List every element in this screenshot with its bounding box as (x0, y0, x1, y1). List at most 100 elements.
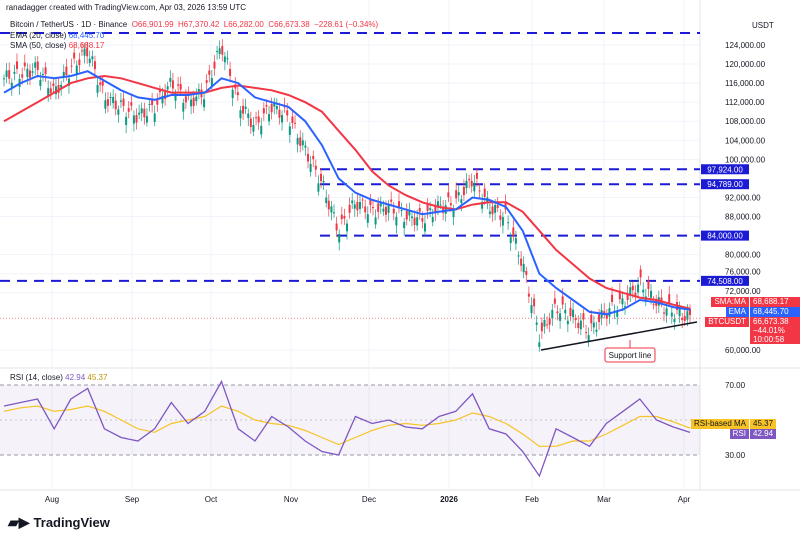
y-tick-label: 80,000.00 (725, 251, 761, 260)
candle-body (60, 84, 63, 88)
symbol-title[interactable]: Bitcoin / TetherUS · 1D · Binance (10, 20, 128, 29)
candle-body (356, 201, 359, 211)
candle-body (140, 108, 143, 114)
candle-body (44, 67, 47, 75)
candle-body (252, 124, 255, 132)
candle-body (444, 205, 447, 214)
level-tag (701, 164, 749, 175)
y-tick-label: 120,000.00 (725, 60, 766, 69)
candle-body (288, 126, 291, 135)
candle-body (496, 205, 499, 208)
candle-body (327, 200, 330, 210)
rsi-line (3, 379, 691, 478)
candle-body (611, 294, 614, 303)
candle-body (78, 59, 81, 66)
candle-body (525, 270, 528, 275)
candle-body (3, 78, 5, 80)
rsi-legend: RSI (14, close) 42.94 45.37 (10, 373, 107, 382)
candle-body (577, 323, 580, 329)
candle-body (268, 114, 271, 122)
candle-body (517, 255, 520, 257)
candle-body (369, 199, 372, 206)
candle-body (135, 115, 138, 123)
candle-body (382, 208, 385, 212)
candle-body (436, 201, 439, 208)
candle-body (255, 117, 258, 119)
candle-body (418, 208, 421, 212)
candle-body (294, 122, 297, 124)
sma-line (3, 74, 691, 310)
candle-body (80, 50, 83, 52)
candle-body (247, 113, 250, 119)
x-tick-label: Apr (678, 495, 691, 504)
candle-body (678, 308, 681, 317)
candle-body (5, 70, 8, 77)
candle-body (483, 188, 486, 197)
candle-body (579, 320, 582, 330)
x-tick-label: Feb (525, 495, 539, 504)
candle-body (405, 210, 408, 220)
level-label: 97,924.00 (707, 165, 743, 174)
candle-body (353, 204, 356, 209)
candle-body (62, 71, 65, 77)
candle-body (387, 205, 390, 213)
candle-body (499, 215, 502, 220)
y-tick-label: 60,000.00 (725, 346, 761, 355)
candle-body (478, 190, 481, 192)
candle-body (473, 182, 476, 192)
candle-body (161, 95, 164, 104)
ema-value: 68,445.70 (68, 30, 105, 40)
candle-body (587, 335, 590, 342)
candle-body (226, 58, 229, 60)
candle-body (249, 118, 252, 127)
candle-body (322, 181, 325, 183)
candle-body (182, 102, 185, 112)
candle-body (106, 99, 109, 106)
candle-body (439, 204, 442, 206)
candle-body (434, 204, 437, 214)
ema-label[interactable]: EMA (20, close) (10, 30, 67, 40)
currency-label[interactable]: USDT (752, 21, 774, 30)
candle-body (408, 210, 411, 216)
x-tick-label: Mar (597, 495, 611, 504)
candle-body (229, 68, 232, 76)
candle-body (177, 84, 180, 86)
candle-body (462, 186, 465, 196)
candle-body (52, 83, 55, 86)
candle-body (452, 209, 455, 218)
candle-body (179, 84, 182, 90)
candle-body (470, 180, 473, 187)
candle-body (8, 70, 11, 79)
candle-body (164, 90, 167, 100)
candle-body (270, 104, 273, 113)
level-tag (701, 275, 749, 286)
rsi-label[interactable]: RSI (14, close) (10, 373, 63, 382)
y-tick-label: 108,000.00 (725, 117, 766, 126)
candle-body (522, 263, 525, 273)
candle-body (616, 311, 619, 317)
candle-body (449, 203, 452, 206)
candle-body (158, 90, 161, 93)
candle-body (314, 165, 317, 170)
candle-body (223, 56, 226, 63)
candle-body (507, 222, 510, 224)
candle-body (413, 217, 416, 225)
sma-label[interactable]: SMA (50, close) (10, 41, 67, 50)
support-label: Support line (609, 351, 652, 360)
x-tick-label: Sep (125, 495, 140, 504)
candle-body (299, 137, 302, 146)
candle-body (296, 137, 299, 145)
x-tick-label: Oct (205, 495, 218, 504)
ema-line (3, 70, 691, 316)
y-tick-label: 116,000.00 (725, 79, 765, 88)
candle-body (91, 56, 94, 60)
tradingview-logo[interactable]: ▰▶ TradingView (8, 514, 110, 531)
candle-body (621, 298, 624, 305)
candle-body (475, 172, 478, 179)
candle-body (538, 342, 541, 347)
candle-body (618, 290, 621, 300)
candle-body (546, 324, 549, 326)
candle-body (26, 68, 29, 78)
candle-body (351, 200, 354, 204)
